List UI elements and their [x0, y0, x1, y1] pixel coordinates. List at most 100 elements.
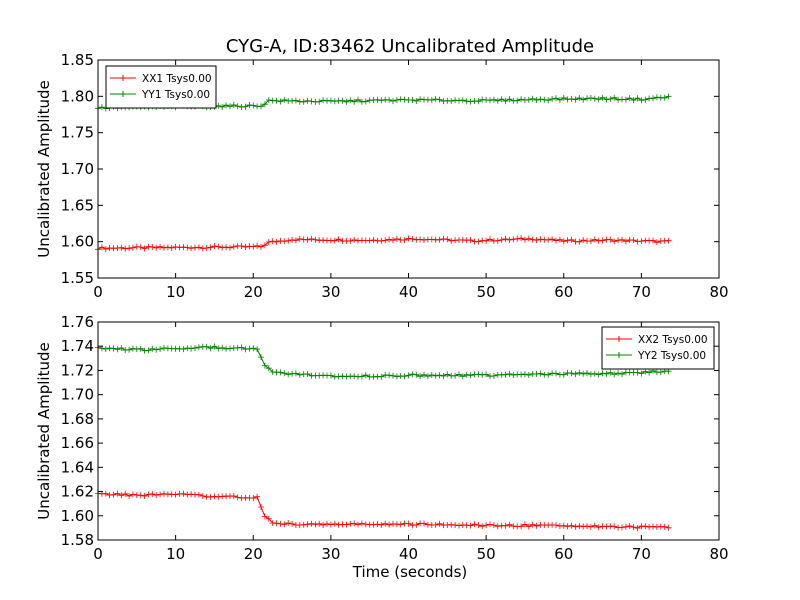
series-xx1-marker: [514, 235, 521, 242]
x-tick-label: 70: [632, 283, 651, 301]
y-tick-label: 1.58: [61, 531, 94, 549]
series-yy2-marker: [545, 371, 552, 378]
series-xx2-marker: [351, 520, 358, 527]
series-xx1-marker: [223, 244, 230, 251]
series-xx1-marker: [553, 237, 559, 244]
series-xx2-marker: [397, 521, 404, 528]
x-tick-label: 40: [399, 545, 418, 563]
series-xx1-marker: [417, 236, 424, 243]
series-xx2-marker: [327, 521, 334, 528]
series-yy2-marker: [580, 370, 587, 377]
series-yy2-marker: [572, 371, 579, 378]
x-tick-label: 60: [554, 545, 573, 563]
series-yy1-marker: [638, 97, 645, 104]
series-yy2-marker: [261, 362, 268, 369]
series-xx1-marker: [475, 238, 482, 245]
series-yy2-marker: [405, 372, 412, 379]
series-xx1-marker: [665, 237, 672, 244]
series-xx1-marker: [599, 237, 606, 244]
series-yy1-marker: [611, 94, 618, 101]
x-tick-label: 40: [399, 283, 418, 301]
series-yy1-marker: [428, 97, 435, 104]
series-yy1-marker: [580, 96, 587, 103]
series-yy1-marker: [246, 102, 253, 108]
series-yy1-marker: [316, 98, 323, 105]
series-xx2-marker: [452, 522, 459, 529]
series-xx1-marker: [351, 236, 358, 243]
series-yy2-marker: [553, 370, 559, 377]
series-xx2-marker: [436, 520, 443, 527]
y-tick-label: 1.85: [61, 51, 94, 69]
series-yy2-marker: [129, 345, 136, 352]
series-xx2-marker: [533, 522, 540, 529]
series-xx2-marker: [149, 491, 156, 497]
series-yy2-marker: [281, 370, 288, 377]
series-yy2-marker: [444, 371, 451, 378]
series-yy2-marker: [452, 372, 459, 379]
x-tick-label: 0: [93, 545, 103, 563]
series-yy1-marker: [219, 104, 226, 110]
series-yy2-marker: [362, 372, 369, 379]
series-xx2-marker: [587, 523, 594, 530]
series-yy1-marker: [564, 96, 571, 103]
series-yy2-marker: [126, 346, 133, 353]
series-yy1-marker: [327, 97, 334, 104]
series-xx1-marker: [634, 238, 641, 245]
series-xx1-marker: [180, 244, 187, 251]
series-yy2-marker: [646, 369, 653, 376]
series-xx1-marker: [242, 244, 249, 250]
series-xx1-marker: [149, 244, 156, 250]
series-yy2-marker: [246, 345, 253, 352]
series-xx1-marker: [161, 244, 167, 251]
series-xx1-marker: [421, 237, 427, 243]
series-yy1-marker: [514, 97, 521, 104]
series-yy1-marker: [234, 103, 241, 110]
series-yy1-marker: [553, 95, 559, 102]
series-yy1-marker: [506, 96, 513, 103]
series-xx1-marker: [126, 245, 133, 252]
series-yy2-marker: [102, 346, 109, 352]
series-yy2-marker: [114, 346, 121, 353]
figure-title: CYG-A, ID:83462 Uncalibrated Amplitude: [226, 36, 594, 57]
series-yy1-marker: [518, 96, 525, 103]
x-tick-label: 20: [244, 545, 263, 563]
legend-marker: [120, 91, 126, 97]
series-yy2-marker: [603, 370, 610, 377]
series-xx1-marker: [335, 236, 342, 243]
series-xx2-marker: [234, 494, 241, 501]
series-xx2-marker: [494, 523, 501, 530]
series-xx1-marker: [129, 244, 136, 251]
series-xx1-marker: [650, 237, 656, 244]
series-xx1-marker: [312, 236, 319, 243]
series-xx2-marker: [358, 520, 365, 527]
series-yy2-marker: [351, 373, 358, 380]
series-xx1-marker: [545, 236, 552, 243]
series-yy1-marker: [467, 98, 474, 105]
series-xx1-marker: [114, 245, 121, 252]
series-xx1-marker: [184, 244, 191, 251]
series-xx2-marker: [273, 520, 280, 527]
series-yy2-marker: [292, 370, 299, 377]
series-yy1-marker: [261, 101, 268, 108]
series-yy2-marker: [215, 345, 222, 352]
series-yy2-marker: [157, 346, 164, 352]
series-xx1-marker: [250, 243, 257, 250]
series-yy1-marker: [591, 95, 598, 102]
series-xx1-marker: [153, 244, 160, 251]
series-yy2-marker: [533, 371, 540, 377]
y-tick-label: 1.70: [61, 160, 94, 178]
x-tick-label: 30: [321, 545, 340, 563]
series-yy1-marker: [409, 97, 416, 103]
series-yy2-marker: [560, 371, 567, 378]
series-xx1-marker: [560, 238, 567, 245]
series-xx2-marker: [374, 521, 381, 528]
series-yy1-marker: [223, 102, 230, 109]
x-tick-label: 50: [477, 545, 496, 563]
series-yy1-marker: [393, 97, 400, 103]
series-xx2-marker: [611, 523, 618, 530]
series-xx2-marker: [199, 493, 206, 499]
series-xx1-marker: [254, 242, 261, 249]
series-xx2-marker: [285, 520, 292, 526]
series-yy1-marker: [227, 103, 233, 110]
